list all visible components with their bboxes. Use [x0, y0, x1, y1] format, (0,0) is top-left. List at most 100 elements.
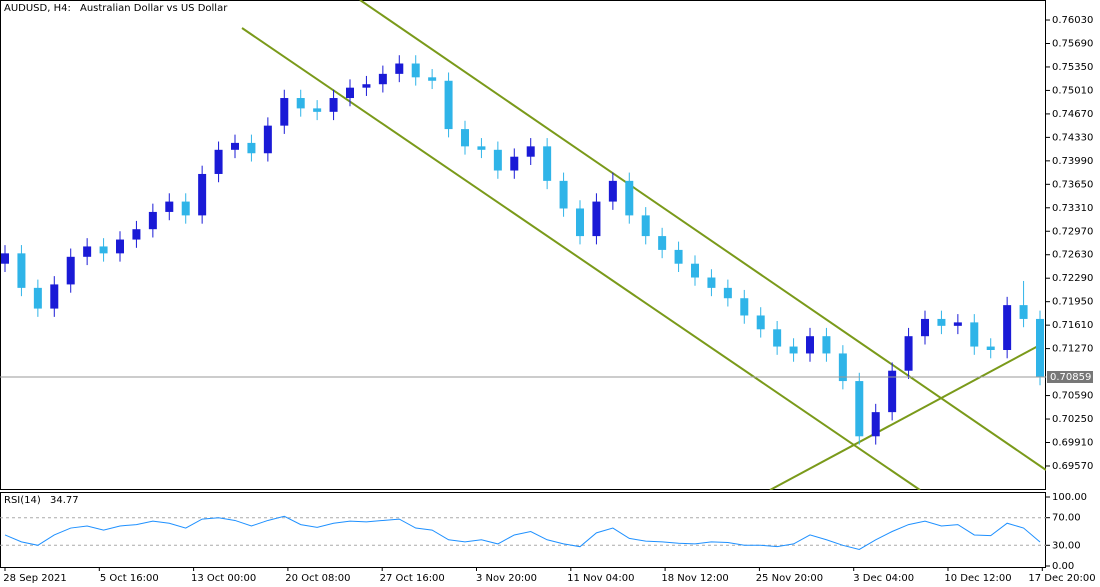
y-tick-label: 0.72630 [1052, 250, 1093, 261]
rsi-line [4, 515, 1041, 550]
y-tick-label: 0.69910 [1052, 438, 1093, 449]
y-tick-label: 0.73990 [1052, 156, 1093, 167]
candle-body [378, 73, 387, 85]
candle-body [921, 318, 929, 337]
candle-body [658, 236, 667, 250]
candle-body [477, 146, 486, 150]
rsi-frame [0, 492, 1046, 568]
candle-body [937, 318, 946, 326]
x-tick-label: 18 Nov 12:00 [661, 573, 728, 584]
symbol: AUDUSD, H4: [4, 3, 71, 14]
price-tag-label: 0.70859 [1050, 372, 1091, 383]
channel-upper [359, 0, 1046, 471]
x-tick-label: 11 Nov 04:00 [567, 573, 634, 584]
y-tick-label: 0.75350 [1052, 62, 1093, 73]
y-tick-label: 0.74670 [1052, 109, 1093, 120]
trend-lines [241, 0, 1046, 490]
candle-body [510, 156, 519, 171]
y-tick-label: 0.72290 [1052, 273, 1093, 284]
candle-body [411, 63, 420, 78]
candle-body [576, 208, 584, 237]
candle-body [773, 329, 782, 347]
rsi-label: RSI(14) [4, 495, 41, 506]
candle-body [17, 253, 26, 288]
candle-body [559, 180, 568, 209]
y-tick-label: 0.75010 [1052, 85, 1093, 96]
candle-body [493, 149, 502, 171]
y-tick-label: 0.71270 [1052, 344, 1093, 355]
y-tick-label: 0.71950 [1052, 297, 1093, 308]
candle-body [806, 336, 814, 354]
candle-body [953, 322, 962, 326]
candle-body [66, 256, 75, 285]
y-tick-label: 0.76030 [1052, 15, 1093, 26]
candle-body [444, 80, 453, 130]
candle-body [263, 125, 272, 154]
candle-body [461, 129, 469, 147]
y-tick-label: 0.70250 [1052, 414, 1093, 425]
y-tick-label: 0.69570 [1052, 461, 1093, 472]
candle-body [83, 246, 92, 257]
candle-body [231, 142, 239, 150]
rsi-tick-label: 100.00 [1052, 492, 1087, 503]
candle-body [986, 346, 995, 350]
rsi-tick-label: 0.00 [1052, 561, 1074, 572]
candle-body [165, 201, 174, 212]
candle-body [789, 346, 798, 354]
candle-body [838, 353, 847, 382]
candle-body [1019, 305, 1028, 319]
candle-body [526, 146, 535, 157]
candle-body [822, 336, 831, 354]
x-tick-label: 20 Oct 08:00 [285, 573, 350, 584]
y-tick-label: 0.73310 [1052, 203, 1093, 214]
candle-body [592, 201, 601, 237]
price-tag [1047, 370, 1093, 383]
x-tick-label: 10 Dec 12:00 [944, 573, 1011, 584]
rsi-tick-label: 30.00 [1052, 540, 1081, 551]
x-tick-label: 13 Oct 00:00 [191, 573, 256, 584]
candle-body [313, 108, 322, 112]
candle-body [395, 63, 404, 74]
y-tick-label: 0.70590 [1052, 391, 1093, 402]
candle-body [740, 298, 749, 316]
candle-body [691, 263, 699, 278]
candle-body [871, 412, 880, 437]
candle-body [99, 246, 108, 254]
candle-body [1003, 305, 1012, 350]
x-tick-label: 3 Dec 04:00 [853, 573, 914, 584]
y-tick-label: 0.73650 [1052, 179, 1093, 190]
y-tick-label: 0.74330 [1052, 132, 1093, 143]
x-tick-label: 27 Oct 16:00 [380, 573, 445, 584]
candle-body [428, 77, 437, 81]
candle-body [214, 149, 223, 174]
candle-body [33, 287, 42, 309]
y-tick-label: 0.75690 [1052, 38, 1093, 49]
candle-body [625, 180, 634, 216]
candle-body [181, 201, 190, 216]
rsi-tick-label: 70.00 [1052, 513, 1081, 524]
candle-body [723, 287, 732, 299]
candle-body [148, 211, 157, 230]
x-tick-label: 3 Nov 20:00 [476, 573, 537, 584]
candle-body [756, 315, 765, 330]
candle-body [1036, 318, 1044, 377]
candle-body [674, 249, 683, 264]
candle-body [280, 98, 289, 126]
x-tick-label: 25 Nov 20:00 [756, 573, 823, 584]
candle-body [346, 87, 354, 99]
candle-body [247, 142, 256, 154]
candle-body [543, 146, 552, 181]
candle-body [1, 253, 9, 264]
candle-body [970, 322, 979, 347]
candle-body [707, 277, 716, 288]
candle-body [116, 239, 124, 254]
channel-lower [241, 27, 921, 490]
candle-body [362, 84, 371, 88]
candle-body [50, 284, 59, 309]
candle-body [198, 173, 207, 216]
main-frame [0, 0, 1046, 490]
candle-body [641, 215, 650, 237]
candle-body [904, 336, 913, 371]
description: Australian Dollar vs US Dollar [80, 3, 228, 14]
